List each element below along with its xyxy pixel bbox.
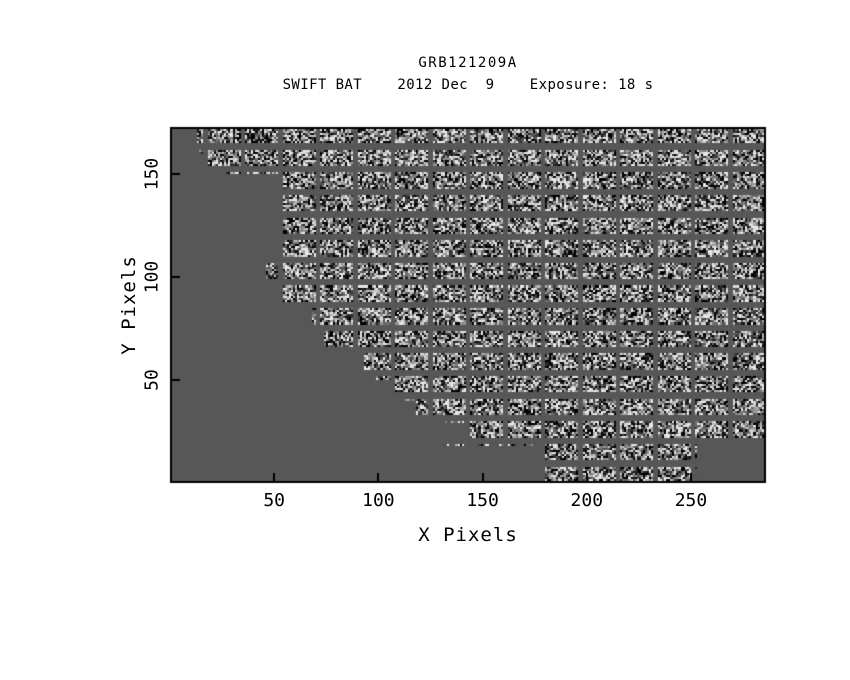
x-tick-label: 100 bbox=[362, 490, 395, 511]
x-tick-label: 50 bbox=[263, 490, 286, 511]
y-tick-label: 150 bbox=[141, 158, 163, 191]
x-tick-label: 150 bbox=[466, 490, 499, 511]
x-tick-label: 200 bbox=[570, 490, 604, 511]
x-axis-label: X Pixels bbox=[418, 524, 518, 546]
x-tick-label: 250 bbox=[674, 490, 708, 511]
y-tick-label: 50 bbox=[141, 369, 163, 391]
plot-subtitle: SWIFT BAT 2012 Dec 9 Exposure: 18 s bbox=[282, 77, 654, 93]
y-axis-label: Y Pixels bbox=[118, 255, 140, 355]
plot-title: GRB121209A bbox=[418, 55, 518, 71]
y-tick-label: 100 bbox=[141, 260, 163, 294]
